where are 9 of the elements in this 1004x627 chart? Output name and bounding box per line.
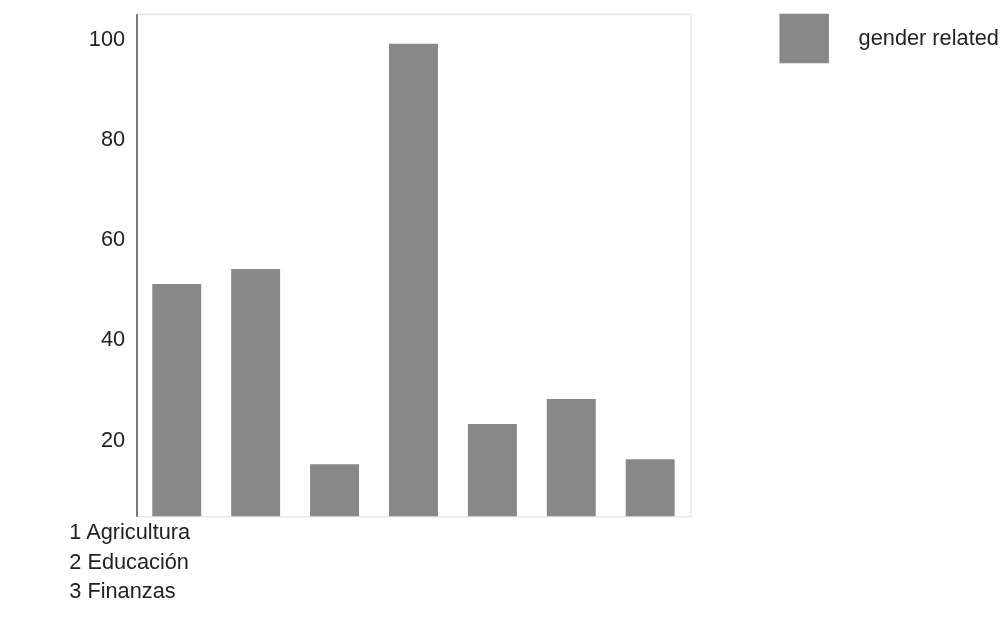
y-tick-label: 20 — [100, 426, 126, 452]
y-tick-label: 80 — [100, 126, 126, 152]
text: 1 Agricultura — [69, 518, 192, 544]
legend-label: gender related — [858, 25, 999, 51]
text: 2 Educación — [69, 548, 189, 574]
y-tick-label: 60 — [100, 226, 126, 252]
y-tick-label: 40 — [100, 326, 126, 352]
text: 3 Finanzas — [69, 578, 176, 604]
y-tick-label: 100 — [88, 26, 126, 52]
